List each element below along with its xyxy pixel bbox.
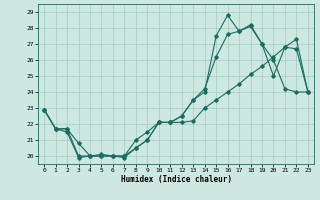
X-axis label: Humidex (Indice chaleur): Humidex (Indice chaleur): [121, 175, 231, 184]
